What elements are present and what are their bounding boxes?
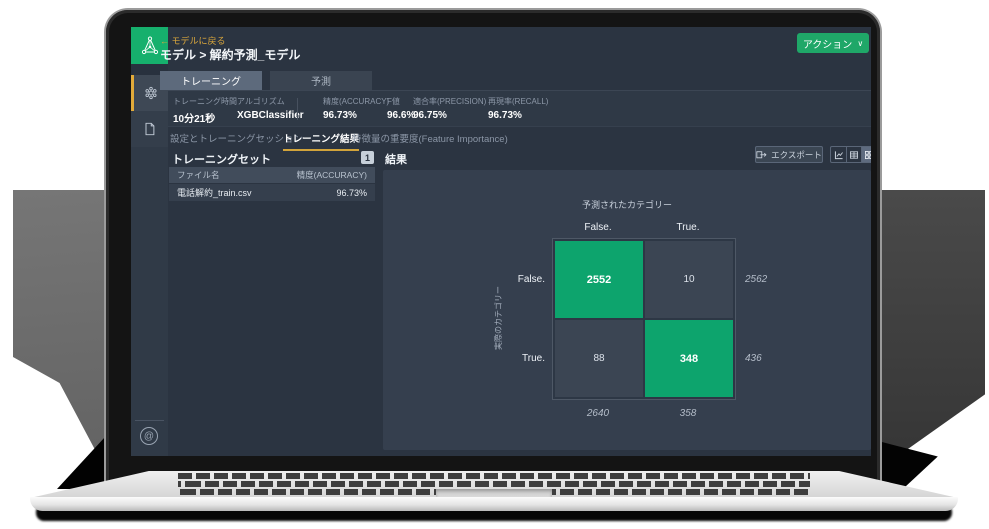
stat-value: 96.6% (387, 110, 416, 121)
stat-label: 再現率(RECALL) (488, 97, 549, 106)
matrix-cell-tn: 2552 (555, 241, 643, 318)
breadcrumb: モデル > 解約予測_モデル (160, 48, 301, 62)
table-row[interactable]: 電話解約_train.csv 96.73% (169, 184, 375, 201)
matrix-view-button[interactable] (861, 147, 871, 162)
matrix-cell-tp: 348 (645, 320, 733, 397)
stat-value: 10分21秒 (173, 114, 216, 125)
stat-precision: 適合率(PRECISION) 96.75% (413, 96, 486, 121)
export-button[interactable]: エクスポート (755, 146, 823, 163)
table-icon (849, 150, 859, 160)
stat-label: トレーニング時間 (173, 97, 237, 106)
view-toggle-group (830, 146, 871, 163)
matrix-row-label-false: False. (517, 274, 545, 285)
matrix-x-axis-title: 予測されたカテゴリー (581, 200, 672, 210)
stat-value: XGBClassifier (237, 110, 304, 121)
col-total-true: 358 (679, 408, 697, 419)
sidebar-item-datasets[interactable] (131, 111, 168, 147)
stat-fscore: F値 96.6% (387, 96, 415, 121)
line-chart-view-button[interactable] (831, 147, 846, 162)
row-total-false: 2562 (745, 274, 768, 285)
column-accuracy: 精度(ACCURACY) (296, 170, 367, 180)
table-view-button[interactable] (846, 147, 861, 162)
stats-divider (297, 98, 298, 120)
stat-accuracy: 精度(ACCURACY) 96.73% (323, 96, 389, 121)
model-stats-band: トレーニング時間 10分21秒 アルゴリズム XGBClassifier 精度(… (168, 90, 871, 127)
subtab-settings-sessions[interactable]: 設定とトレーニングセッション (170, 134, 304, 145)
stat-value: 96.73% (323, 110, 357, 121)
subtab-feature-importance[interactable]: 特徴量の重要度(Feature Importance) (352, 134, 508, 145)
tab-prediction[interactable]: 予測 (270, 71, 372, 90)
stat-recall: 再現率(RECALL) 96.73% (488, 96, 548, 121)
tab-training[interactable]: トレーニング (160, 71, 262, 90)
results-panel: 予測されたカテゴリー False. True. 実際のカテゴリー False. … (383, 170, 871, 450)
table-header-row: ファイル名 精度(ACCURACY) (169, 167, 375, 183)
sidebar-divider-strip (131, 64, 168, 75)
document-icon (143, 122, 156, 136)
action-button-label: アクション (802, 39, 853, 51)
stat-label: 精度(ACCURACY) (323, 97, 390, 106)
training-set-table: ファイル名 精度(ACCURACY) 電話解約_train.csv 96.73% (169, 167, 375, 201)
subtab-training-results[interactable]: トレーニング結果 (283, 131, 360, 151)
results-title: 結果 (385, 154, 407, 166)
stat-training-time: トレーニング時間 10分21秒 (173, 96, 237, 125)
col-total-false: 2640 (586, 408, 610, 419)
cell-accuracy: 96.73% (336, 187, 367, 198)
app-screen: @ ← モデルに戻る モデル > 解約予測_モデル アクション ∨ トレーニング… (131, 27, 871, 456)
sidebar-footer-divider (135, 420, 164, 421)
left-shadow (13, 190, 110, 478)
row-total-true: 436 (745, 353, 762, 364)
laptop-under-shadow (36, 508, 952, 521)
matrix-cell-fn: 88 (555, 320, 643, 397)
model-flower-icon (144, 86, 158, 100)
cell-file-name: 電話解約_train.csv (177, 188, 252, 198)
app-logo[interactable] (131, 27, 168, 64)
training-set-count-badge: 1 (361, 151, 374, 164)
matrix-col-label-false: False. (584, 222, 612, 233)
action-button[interactable]: アクション ∨ (797, 33, 869, 53)
laptop-front-edge (30, 497, 958, 511)
stat-label: 適合率(PRECISION) (413, 97, 487, 106)
line-chart-icon (834, 150, 844, 160)
export-icon (756, 150, 767, 159)
back-to-models-link[interactable]: ← モデルに戻る (160, 36, 226, 46)
stat-label: アルゴリズム (237, 97, 285, 106)
key-row (178, 473, 810, 479)
stat-algorithm: アルゴリズム XGBClassifier (237, 96, 304, 121)
matrix-row-label-true: True. (522, 353, 545, 364)
network-triangle-icon (139, 35, 161, 57)
stat-value: 96.75% (413, 110, 447, 121)
right-shadow (880, 190, 985, 470)
stat-label: F値 (387, 97, 400, 106)
grid-icon (864, 150, 871, 160)
key-row (178, 481, 810, 487)
matrix-col-label-true: True. (676, 222, 700, 233)
training-set-title: トレーニングセット (172, 154, 271, 166)
chevron-down-icon: ∨ (857, 38, 864, 48)
matrix-cell-fp: 10 (645, 241, 733, 318)
export-button-label: エクスポート (771, 149, 822, 160)
confusion-matrix: 2552 10 88 348 (552, 238, 736, 400)
stat-value: 96.73% (488, 110, 522, 121)
account-icon[interactable]: @ (140, 427, 158, 445)
column-file-name: ファイル名 (177, 170, 220, 180)
